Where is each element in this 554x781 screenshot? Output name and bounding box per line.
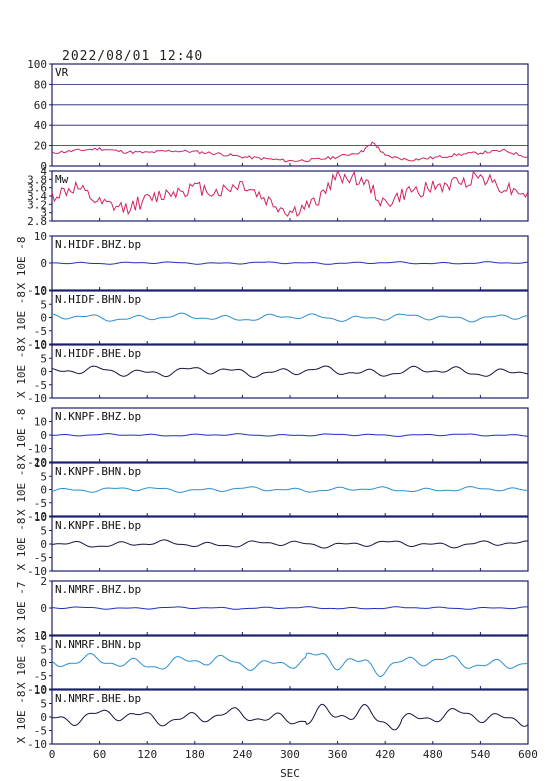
series-line-n-knpf-bhe-bp bbox=[51, 539, 529, 549]
y-tick-label: 60 bbox=[34, 99, 47, 112]
y-tick-label: 10 bbox=[34, 457, 47, 470]
y-tick-label: 3.6 bbox=[27, 182, 47, 195]
y-axis-label: X 10E -8 bbox=[15, 518, 28, 571]
y-tick-label: -10 bbox=[27, 738, 47, 751]
series-line-n-nmrf-bhn-bp bbox=[51, 652, 529, 678]
panel-label: VR bbox=[55, 66, 69, 79]
y-tick-label: 20 bbox=[34, 140, 47, 153]
y-tick-label: 10 bbox=[34, 511, 47, 524]
y-tick-label: -10 bbox=[27, 338, 47, 351]
panel-label: N.KNPF.BHE.bp bbox=[55, 519, 141, 532]
y-axis-label: X 10E -8 bbox=[15, 291, 28, 344]
x-tick-label: 600 bbox=[518, 748, 538, 761]
y-tick-label: -10 bbox=[27, 510, 47, 523]
y-tick-label: 3 bbox=[40, 207, 47, 220]
series-line-n-knpf-bhz-bp bbox=[52, 433, 529, 437]
y-tick-label: 0 bbox=[40, 429, 47, 442]
y-tick-label: 10 bbox=[34, 285, 47, 298]
y-tick-label: 0 bbox=[40, 657, 47, 670]
panel-label: N.NMRF.BHE.bp bbox=[55, 692, 141, 705]
y-axis-label: X 10E -7 bbox=[15, 582, 28, 635]
y-tick-label: -5 bbox=[34, 725, 47, 738]
y-axis-label: X 10E -8 bbox=[15, 463, 28, 516]
y-tick-label: 0 bbox=[40, 160, 47, 173]
series-line-n-knpf-bhn-bp bbox=[51, 486, 528, 493]
y-tick-label: 0 bbox=[40, 484, 47, 497]
y-tick-label: 5 bbox=[40, 352, 47, 365]
y-tick-label: 4 bbox=[40, 165, 47, 178]
x-tick-label: 300 bbox=[280, 748, 300, 761]
panel-label: N.HIDF.BHZ.bp bbox=[55, 238, 141, 251]
y-tick-label: -10 bbox=[27, 565, 47, 578]
y-tick-label: 0 bbox=[40, 602, 47, 615]
series-line-n-hidf-bhn-bp bbox=[51, 312, 529, 323]
x-tick-label: 420 bbox=[375, 748, 395, 761]
panel-label: N.HIDF.BHE.bp bbox=[55, 347, 141, 360]
series-line-n-nmrf-bhz-bp bbox=[51, 606, 528, 610]
y-tick-label: -10 bbox=[27, 683, 47, 696]
x-tick-label: 120 bbox=[137, 748, 157, 761]
y-tick-label: 0 bbox=[40, 711, 47, 724]
series-line-n-hidf-bhe-bp bbox=[51, 365, 529, 378]
y-tick-label: 10 bbox=[34, 630, 47, 643]
y-axis-label: X 10E -8 bbox=[15, 237, 28, 290]
y-tick-label: 3.2 bbox=[27, 198, 47, 211]
y-tick-label: -5 bbox=[34, 552, 47, 565]
y-tick-label: 0 bbox=[40, 312, 47, 325]
panel-label: Mw bbox=[55, 173, 69, 186]
panel-label: N.NMRF.BHN.bp bbox=[55, 638, 141, 651]
y-axis-label: X 10E -8 bbox=[15, 409, 28, 462]
y-tick-label: 5 bbox=[40, 470, 47, 483]
y-tick-label: 40 bbox=[34, 119, 47, 132]
y-axis-label: X 10E -8 bbox=[15, 345, 28, 398]
y-tick-label: 3.4 bbox=[27, 190, 47, 203]
y-tick-label: -2 bbox=[34, 629, 47, 642]
y-tick-label: 3.8 bbox=[27, 173, 47, 186]
y-tick-label: 5 bbox=[40, 298, 47, 311]
series-line-n-hidf-bhz-bp bbox=[52, 261, 529, 265]
y-tick-label: 2.8 bbox=[27, 215, 47, 228]
y-tick-label: 10 bbox=[34, 230, 47, 243]
y-tick-label: -5 bbox=[34, 670, 47, 683]
panel-label: N.NMRF.BHZ.bp bbox=[55, 583, 141, 596]
x-tick-label: 540 bbox=[470, 748, 490, 761]
y-tick-label: 0 bbox=[40, 366, 47, 379]
y-tick-label: 0 bbox=[40, 538, 47, 551]
panel-label: N.KNPF.BHN.bp bbox=[55, 465, 141, 478]
x-tick-label: 180 bbox=[185, 748, 205, 761]
y-axis-label: X 10E -8 bbox=[15, 636, 28, 689]
y-tick-label: -5 bbox=[34, 497, 47, 510]
x-axis-label: SEC bbox=[280, 767, 300, 780]
y-tick-label: 100 bbox=[27, 58, 47, 71]
y-tick-label: 0 bbox=[40, 257, 47, 270]
x-tick-label: 240 bbox=[232, 748, 252, 761]
y-tick-label: -10 bbox=[27, 284, 47, 297]
y-tick-label: 10 bbox=[34, 416, 47, 429]
x-tick-label: 60 bbox=[93, 748, 106, 761]
x-tick-label: 0 bbox=[49, 748, 56, 761]
panel-label: N.HIDF.BHN.bp bbox=[55, 293, 141, 306]
y-tick-label: -10 bbox=[27, 443, 47, 456]
y-tick-label: 2 bbox=[40, 575, 47, 588]
x-tick-label: 480 bbox=[423, 748, 443, 761]
series-line-mw bbox=[51, 169, 529, 217]
x-tick-label: 360 bbox=[328, 748, 348, 761]
y-tick-label: 5 bbox=[40, 643, 47, 656]
y-tick-label: 10 bbox=[34, 684, 47, 697]
y-tick-label: -5 bbox=[34, 325, 47, 338]
y-axis-label: X 10E -8 bbox=[15, 691, 28, 744]
y-tick-label: -10 bbox=[27, 392, 47, 405]
y-tick-label: 10 bbox=[34, 339, 47, 352]
y-tick-label: 5 bbox=[40, 525, 47, 538]
series-line-n-nmrf-bhe-bp bbox=[51, 703, 529, 731]
y-tick-label: -20 bbox=[27, 456, 47, 469]
y-tick-label: 80 bbox=[34, 78, 47, 91]
panel-label: N.KNPF.BHZ.bp bbox=[55, 410, 141, 423]
plot-title: 2022/08/01 12:40 bbox=[62, 49, 204, 64]
panel-frame bbox=[51, 63, 529, 167]
y-tick-label: -5 bbox=[34, 379, 47, 392]
series-line-vr bbox=[51, 141, 529, 163]
y-tick-label: 5 bbox=[40, 698, 47, 711]
